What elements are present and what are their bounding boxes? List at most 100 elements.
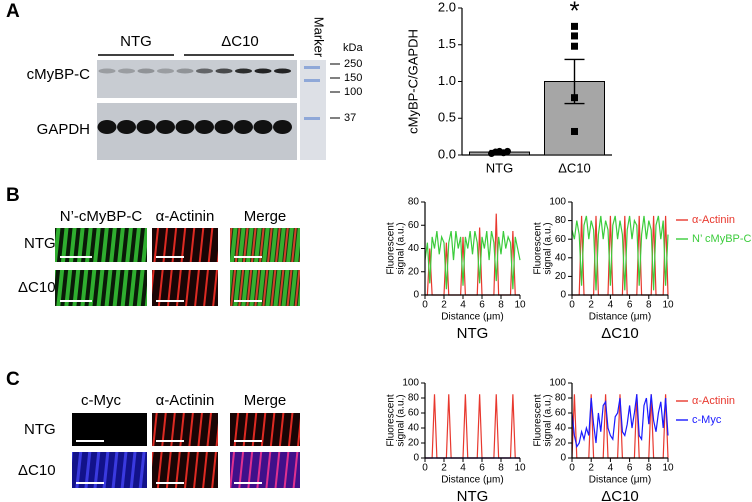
x-axis-label: Distance (μm)	[441, 312, 503, 323]
point	[571, 22, 578, 30]
y-tick-label: 20	[555, 438, 567, 449]
x-tick-label: 0	[422, 300, 428, 311]
y-tick-label: 40	[555, 252, 567, 263]
x-tick-label: 6	[627, 463, 633, 474]
x-axis-label: Distance (μm)	[589, 475, 651, 486]
blot-group: ΔC10	[221, 33, 259, 50]
band	[215, 68, 233, 74]
y-tick-label: 2.0	[438, 0, 456, 14]
image-header: Merge	[244, 392, 287, 409]
caption: NTG	[457, 325, 489, 342]
y-tick-label: 1.5	[438, 36, 456, 51]
y-tick-label: 80	[555, 215, 567, 226]
band	[175, 120, 195, 134]
x-tick-label: 0	[569, 463, 575, 474]
band	[273, 120, 292, 134]
blot-row: GAPDH	[37, 121, 90, 138]
caption: ΔC10	[601, 488, 639, 502]
image-row: ΔC10	[18, 279, 56, 296]
band	[234, 120, 253, 134]
band	[176, 68, 194, 74]
size-label: 100	[344, 86, 362, 98]
legend-label: N’ cMyBP-C	[692, 233, 752, 245]
band	[97, 120, 117, 134]
y-tick-label: 0.0	[438, 146, 456, 161]
x-axis-label: Distance (μm)	[589, 312, 651, 323]
band	[195, 120, 214, 134]
y-axis-label: Fluorescent	[533, 394, 544, 446]
x-axis-label: Distance (μm)	[441, 475, 503, 486]
caption: ΔC10	[601, 325, 639, 342]
band	[117, 120, 136, 134]
line-series	[425, 394, 520, 459]
image-header: α-Actinin	[156, 208, 215, 225]
line-series	[424, 230, 521, 290]
kda-unit: kDa	[343, 42, 363, 54]
point	[571, 94, 578, 102]
x-tick-label: 8	[646, 463, 652, 474]
band	[118, 68, 135, 74]
image-header: α-Actinin	[156, 392, 215, 409]
blot	[97, 60, 297, 98]
y-tick-label: 40	[408, 243, 420, 254]
x-tick-label: 4	[608, 463, 614, 474]
band	[196, 68, 213, 74]
y-tick-label: 20	[408, 438, 420, 449]
x-tick-label: 0	[422, 463, 428, 474]
x-tick-label: 6	[479, 463, 485, 474]
band	[254, 68, 272, 74]
x-tick-label: 10	[662, 300, 674, 311]
band	[136, 120, 156, 134]
x-tick-label: 4	[608, 300, 614, 311]
static-layer: A B C NTG ΔC10 Marker cMyBP-C GAPDH kDa …	[6, 1, 363, 488]
image-row: NTG	[24, 421, 56, 438]
annotation: *	[569, 0, 579, 25]
size-label: 150	[344, 72, 362, 84]
point	[571, 32, 578, 40]
image-header: Merge	[244, 208, 287, 225]
y-tick-label: 20	[408, 266, 420, 277]
blot-row: cMyBP-C	[27, 66, 91, 83]
point	[571, 42, 578, 50]
x-tick-label: 8	[498, 463, 504, 474]
band	[98, 68, 116, 74]
y-axis-label: Fluorescent	[386, 222, 397, 274]
band	[214, 120, 234, 134]
caption: NTG	[457, 488, 489, 502]
y-tick-label: 60	[555, 234, 567, 245]
y-tick-label: 80	[408, 393, 420, 404]
x-tick-label: ΔC10	[558, 160, 591, 175]
point	[571, 127, 578, 135]
x-tick-label: 4	[460, 463, 466, 474]
x-tick-label: 8	[498, 300, 504, 311]
marker-band	[304, 66, 320, 69]
panel-label: B	[6, 185, 20, 206]
blot-group: NTG	[120, 33, 152, 50]
y-axis-label: Fluorescent	[386, 394, 397, 446]
y-tick-label: 100	[549, 197, 566, 208]
legend-label: α-Actinin	[692, 395, 735, 407]
y-tick-label: 0	[413, 290, 419, 301]
line-series	[571, 394, 669, 449]
y-axis-label: signal (a.u.)	[543, 394, 554, 446]
y-tick-label: 20	[555, 271, 567, 282]
x-tick-label: 10	[514, 463, 526, 474]
x-tick-label: 10	[662, 463, 674, 474]
y-tick-label: 60	[555, 408, 567, 419]
x-tick-label: 0	[569, 300, 575, 311]
y-axis-label: signal (a.u.)	[396, 222, 407, 274]
point	[504, 147, 511, 155]
y-tick-label: 0	[560, 453, 566, 464]
x-tick-label: 6	[479, 300, 485, 311]
band	[253, 120, 273, 134]
y-tick-label: 100	[549, 378, 566, 389]
marker-label: Marker	[312, 17, 327, 58]
legend-label: α-Actinin	[692, 214, 735, 226]
bands	[97, 66, 320, 134]
y-tick-label: 40	[555, 423, 567, 434]
image-header: c-Myc	[81, 392, 121, 409]
y-axis-label: Fluorescent	[533, 222, 544, 274]
y-tick-label: 0	[413, 453, 419, 464]
band	[157, 68, 174, 74]
